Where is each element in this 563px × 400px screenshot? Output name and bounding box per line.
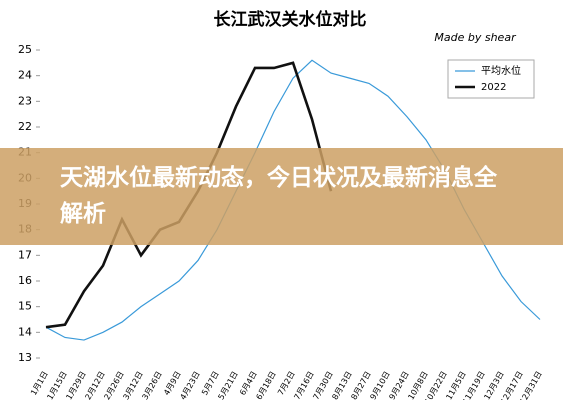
y-tick-label: 16 <box>18 274 32 287</box>
y-tick-label: 22 <box>18 120 32 133</box>
y-tick-label: 24 <box>18 69 32 82</box>
chart-title: 长江武汉关水位对比 <box>214 9 367 30</box>
y-tick-label: 23 <box>18 94 32 107</box>
y-tick-label: 17 <box>18 248 32 261</box>
legend-label: 2022 <box>481 82 506 93</box>
y-tick-label: 25 <box>18 43 32 56</box>
y-tick-label: 13 <box>18 351 32 364</box>
y-tick-label: 14 <box>18 325 32 338</box>
y-tick-label: 15 <box>18 300 32 313</box>
legend-label: 平均水位 <box>481 64 521 77</box>
chart-subtitle: Made by shear <box>434 31 517 44</box>
legend-box <box>447 59 535 99</box>
banner: 天湖水位最新动态，今日状况及最新消息全解析 <box>0 148 563 245</box>
